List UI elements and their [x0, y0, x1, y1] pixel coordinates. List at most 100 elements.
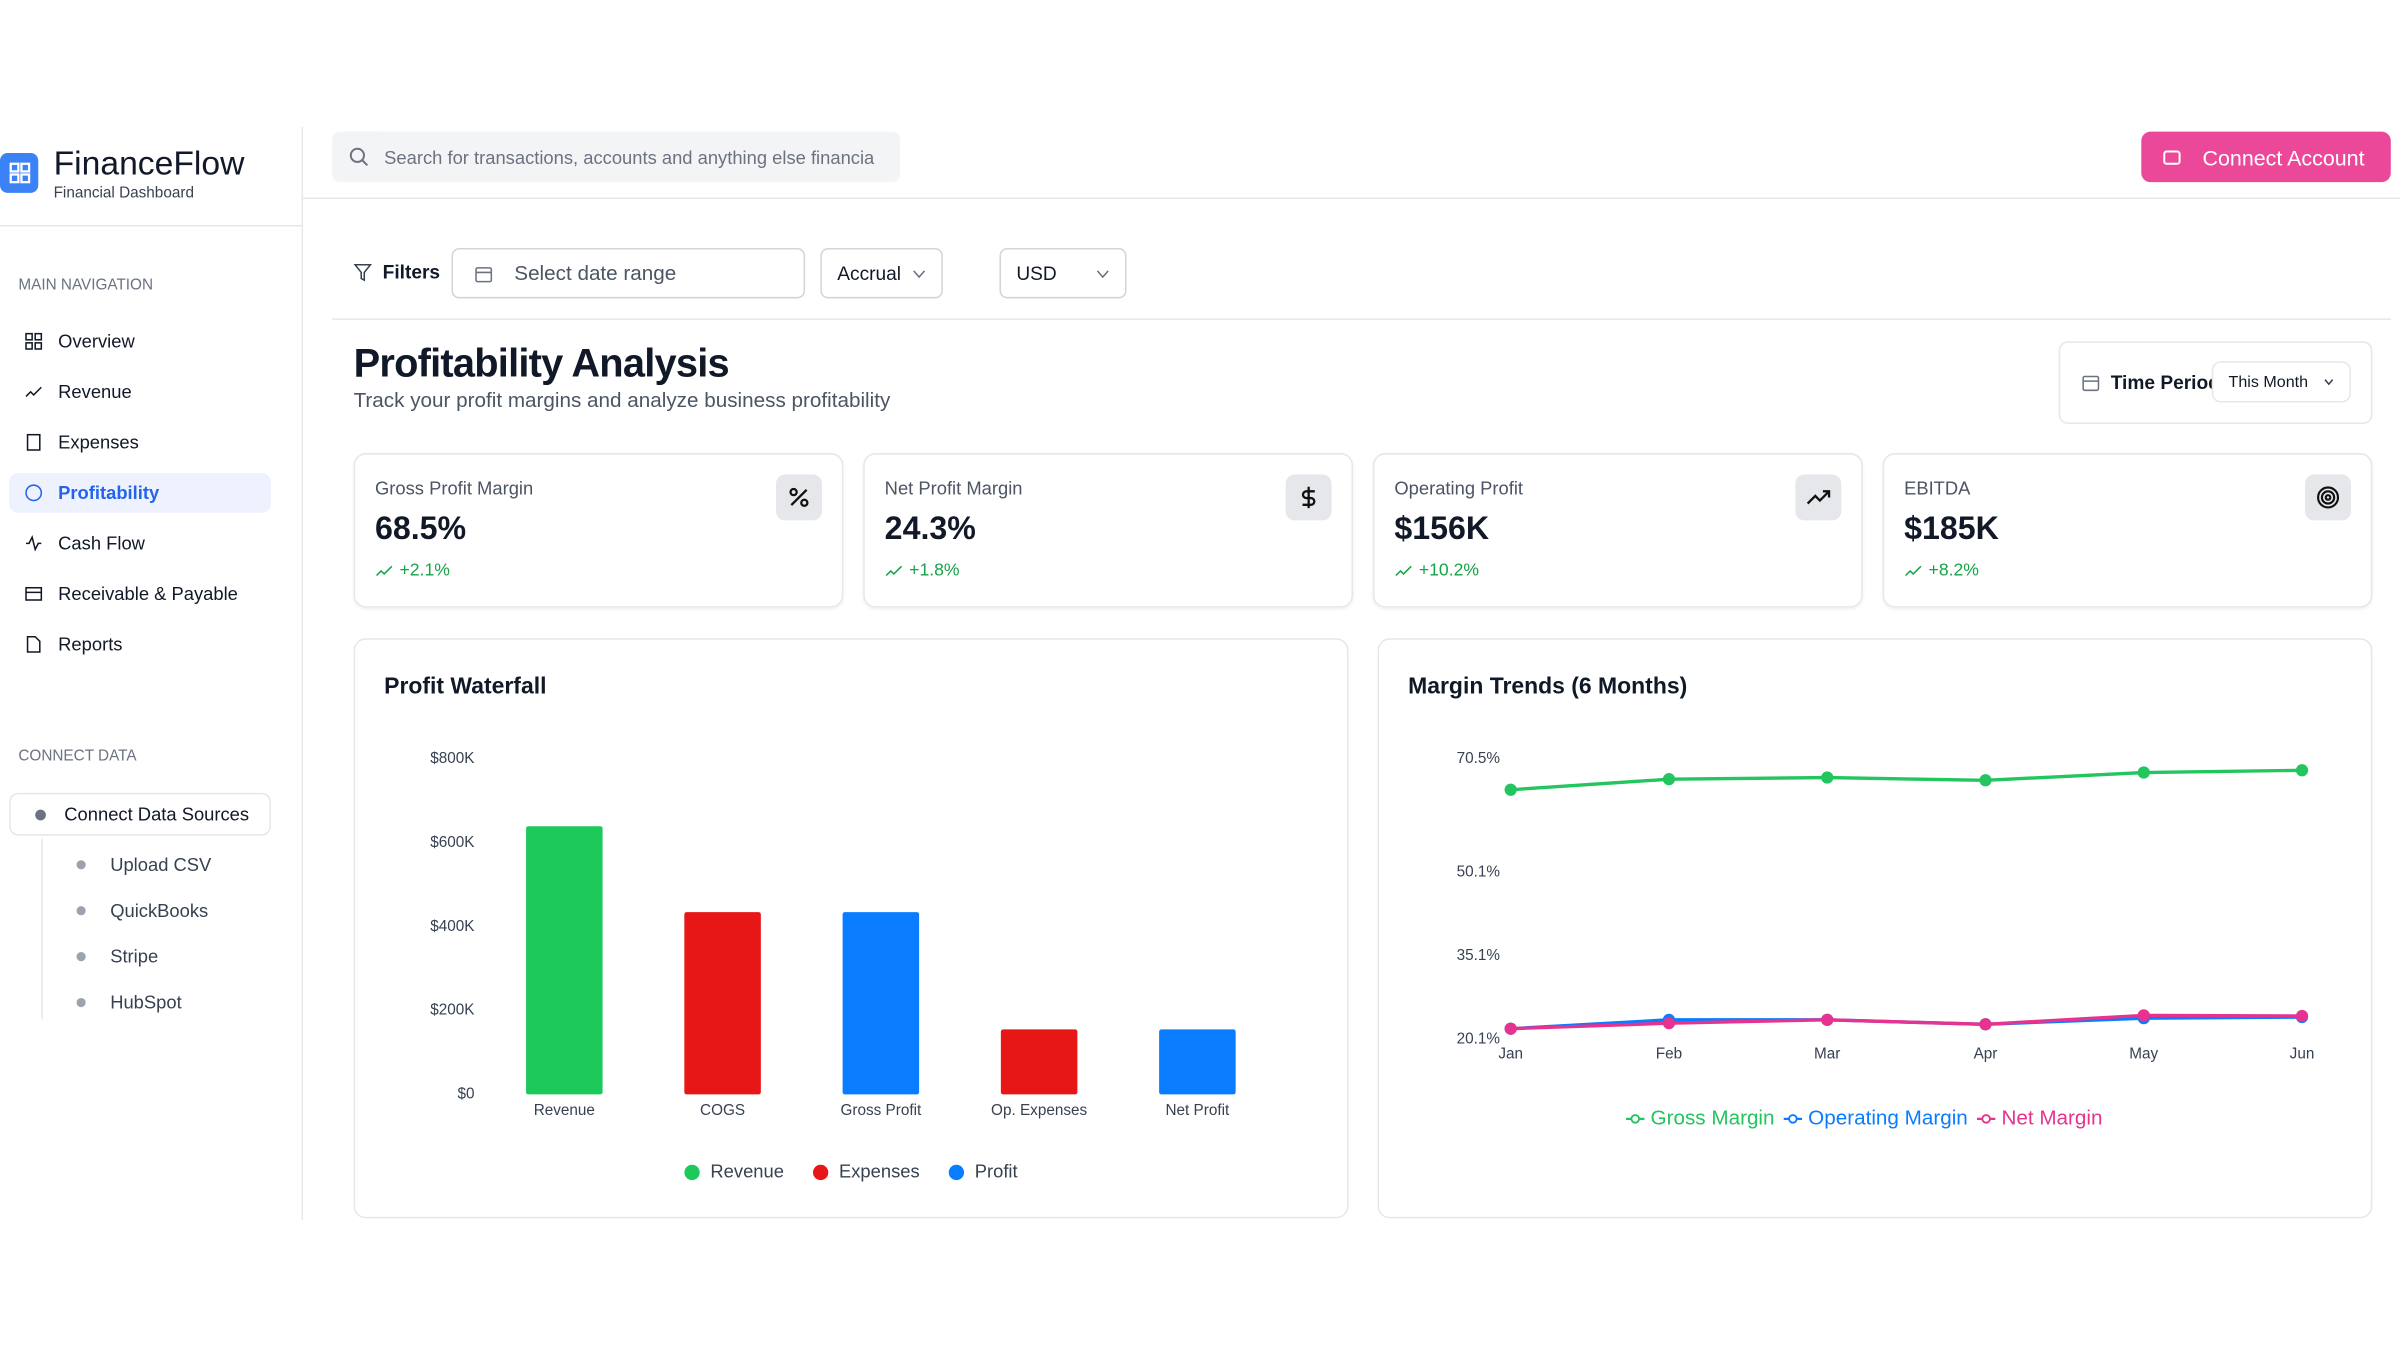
- y-tick-label: 70.5%: [1457, 750, 1501, 767]
- label: Filters: [382, 261, 441, 284]
- connect-account-button[interactable]: Connect Account: [2141, 131, 2391, 183]
- nav-item[interactable]: Reports: [9, 624, 271, 664]
- trends-card: [1377, 638, 2373, 1219]
- bar: [1159, 1029, 1236, 1095]
- kpi-card: Net Profit Margin 24.3% +1.8%: [863, 453, 1354, 608]
- nav-label: Receivable & Payable: [58, 583, 238, 605]
- point: [2295, 764, 2309, 777]
- button-label: Connect Data Sources: [64, 803, 250, 825]
- point: [1662, 773, 1676, 786]
- kpi-value: $185K: [1904, 511, 1999, 547]
- filters-label[interactable]: Filters: [353, 261, 441, 284]
- y-tick-label: $0: [457, 1085, 474, 1102]
- point: [1504, 783, 1517, 796]
- kpi-card: EBITDA $185K +8.2%: [1882, 453, 2373, 608]
- legend-label: Expenses: [839, 1160, 920, 1181]
- logo-icon: [0, 153, 39, 193]
- header-divider: [303, 197, 2400, 199]
- nav-item[interactable]: Profitability: [9, 472, 271, 513]
- nav-label: Overview: [58, 330, 135, 353]
- x-tick-label: Apr: [1974, 1046, 1998, 1063]
- connect-sources-button[interactable]: Connect Data Sources: [9, 792, 271, 836]
- search-box[interactable]: Search for transactions, accounts and an…: [332, 131, 900, 183]
- bar: [526, 826, 603, 1095]
- source-item[interactable]: Upload CSV: [76, 854, 212, 876]
- point: [1821, 771, 1834, 784]
- nav-item[interactable]: Revenue: [9, 372, 271, 412]
- nav-item[interactable]: Cash Flow: [9, 523, 271, 563]
- kpi-value: 24.3%: [884, 511, 976, 547]
- kpi-icon: [2305, 474, 2352, 521]
- kpi-icon: [1795, 474, 1842, 521]
- tagline: Financial Dashboard: [53, 185, 194, 203]
- point: [2295, 1009, 2309, 1023]
- kpi-value: 68.5%: [374, 511, 467, 547]
- point: [1662, 1017, 1676, 1030]
- legend-label: Operating Margin: [1808, 1106, 1968, 1129]
- time-period-control: Time Period This Month: [2058, 341, 2373, 424]
- period-select[interactable]: This Month: [2211, 361, 2352, 403]
- sidebar-divider: [301, 127, 304, 1220]
- change-text: +10.2%: [1418, 561, 1480, 581]
- point: [2137, 766, 2150, 779]
- chart-title: Margin Trends (6 Months): [1408, 672, 1687, 698]
- kpi-change: +2.1%: [375, 562, 450, 580]
- kpi-card: Operating Profit $156K +10.2%: [1372, 453, 1863, 608]
- y-tick-label: $800K: [430, 750, 475, 767]
- button-label: Connect Account: [2202, 144, 2365, 170]
- point: [1979, 1018, 1992, 1031]
- brand: FinanceFlow: [53, 143, 245, 183]
- legend-swatch: [1981, 1114, 1991, 1124]
- nav-item[interactable]: Overview: [9, 321, 271, 361]
- x-tick-label: Mar: [1814, 1046, 1840, 1063]
- kpi-icon: [776, 474, 822, 521]
- y-tick-label: $400K: [430, 918, 475, 935]
- x-tick-label: May: [2129, 1046, 2158, 1063]
- currency-select[interactable]: USD: [999, 247, 1127, 299]
- kpi-card: Gross Profit Margin 68.5% +2.1%: [353, 453, 844, 608]
- search-placeholder: Search for transactions, accounts and an…: [384, 146, 875, 168]
- x-tick-label: Feb: [1656, 1046, 1682, 1063]
- chart-title: Profit Waterfall: [384, 672, 546, 698]
- source-item[interactable]: QuickBooks: [76, 900, 208, 921]
- x-tick-label: Gross Profit: [840, 1102, 921, 1119]
- legend-swatch: [1788, 1114, 1798, 1124]
- nav-label: Profitability: [58, 482, 160, 504]
- nav-item[interactable]: Expenses: [9, 422, 271, 462]
- sidebar-separator: [0, 224, 302, 227]
- legend: Gross Margin Operating Margin Net Margin: [1626, 1106, 2102, 1129]
- nav-label: Cash Flow: [58, 532, 145, 555]
- nav-item[interactable]: Receivable & Payable: [9, 574, 271, 614]
- legend-swatch: [1630, 1114, 1640, 1124]
- legend-label: Gross Margin: [1651, 1106, 1775, 1129]
- kpi-label: EBITDA: [1904, 477, 1971, 499]
- date-range-picker[interactable]: Select date range: [451, 247, 806, 299]
- value: USD: [1016, 262, 1057, 284]
- point: [2137, 1009, 2150, 1022]
- y-tick-label: 20.1%: [1457, 1030, 1501, 1047]
- nav-label: Expenses: [58, 431, 139, 454]
- connect-heading: CONNECT DATA: [18, 748, 137, 766]
- x-tick-label: COGS: [700, 1102, 745, 1119]
- change-text: +2.1%: [399, 561, 450, 581]
- point: [1979, 774, 1992, 787]
- placeholder: Select date range: [514, 261, 677, 285]
- legend-swatch: [684, 1164, 700, 1181]
- source-label: Upload CSV: [110, 854, 212, 876]
- line: [1510, 1013, 2303, 1031]
- legend-swatch: [813, 1164, 829, 1181]
- y-tick-label: 35.1%: [1457, 947, 1501, 964]
- x-tick-label: Revenue: [534, 1102, 595, 1119]
- source-item[interactable]: Stripe: [76, 946, 158, 967]
- filters-divider: [332, 318, 2391, 320]
- page-subtitle: Track your profit margins and analyze bu…: [353, 388, 891, 412]
- basis-select[interactable]: Accrual: [820, 247, 943, 299]
- source-item[interactable]: HubSpot: [76, 992, 182, 1013]
- legend-label: Revenue: [710, 1160, 783, 1181]
- nav-label: Reports: [58, 633, 123, 656]
- nav-label: Revenue: [58, 381, 132, 403]
- point: [1504, 1022, 1517, 1035]
